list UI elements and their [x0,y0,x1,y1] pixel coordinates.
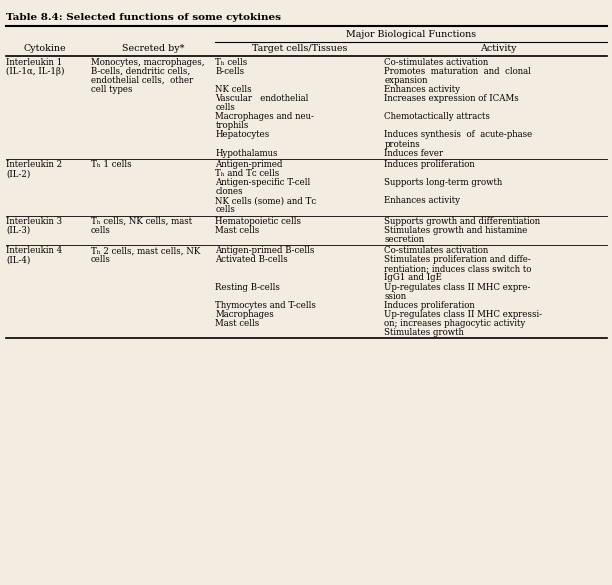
Text: cell types: cell types [91,85,132,94]
Text: Activated B-cells: Activated B-cells [215,255,288,264]
Text: ssion: ssion [384,291,406,301]
Text: Target cells/Tissues: Target cells/Tissues [252,44,348,53]
Text: Mast cells: Mast cells [215,226,259,235]
Text: Hematopoietic cells: Hematopoietic cells [215,216,302,226]
Text: Activity: Activity [480,44,517,53]
Text: Interleukin 4: Interleukin 4 [6,246,62,255]
Text: Induces proliferation: Induces proliferation [384,301,475,309]
Text: Induces fever: Induces fever [384,149,444,157]
Text: Hepatocytes: Hepatocytes [215,130,270,139]
Text: Cytokine: Cytokine [24,44,67,53]
Text: (IL-1α, IL-1β): (IL-1α, IL-1β) [6,67,65,76]
Text: Thymocytes and T-cells: Thymocytes and T-cells [215,301,316,309]
Text: cells: cells [215,205,235,214]
Text: Interleukin 1: Interleukin 1 [6,58,62,67]
Text: Tₕ 1 cells: Tₕ 1 cells [91,160,131,169]
Text: B-cells, dendritic cells,: B-cells, dendritic cells, [91,67,190,76]
Text: proteins: proteins [384,139,420,149]
Text: Promotes  maturation  and  clonal: Promotes maturation and clonal [384,67,531,76]
Text: Macrophages: Macrophages [215,309,274,319]
Text: Increases expression of ICAMs: Increases expression of ICAMs [384,94,519,103]
Text: (IL-2): (IL-2) [6,169,31,178]
Text: IgG1 and IgE: IgG1 and IgE [384,273,442,283]
Text: endothelial cells,  other: endothelial cells, other [91,76,193,85]
Text: on; increases phagocytic activity: on; increases phagocytic activity [384,319,526,328]
Text: Vascular   endothelial: Vascular endothelial [215,94,309,103]
Text: Stimulates growth: Stimulates growth [384,328,465,337]
Text: Hypothalamus: Hypothalamus [215,149,278,157]
Text: Secreted by*: Secreted by* [122,44,184,53]
Text: Up-regulates class II MHC expre-: Up-regulates class II MHC expre- [384,283,531,291]
Text: Supports long-term growth: Supports long-term growth [384,178,502,187]
Text: cells: cells [91,255,110,264]
Text: Mast cells: Mast cells [215,319,259,328]
Text: Up-regulates class II MHC expressi-: Up-regulates class II MHC expressi- [384,309,542,319]
Text: cells: cells [91,226,110,235]
Text: Induces synthesis  of  acute-phase: Induces synthesis of acute-phase [384,130,532,139]
Text: clones: clones [215,187,243,196]
Text: Tₕ 2 cells, mast cells, NK: Tₕ 2 cells, mast cells, NK [91,246,200,255]
Text: Tₕ cells: Tₕ cells [215,58,248,67]
Text: Stimulates proliferation and diffe-: Stimulates proliferation and diffe- [384,255,531,264]
Text: Interleukin 3: Interleukin 3 [6,216,62,226]
Text: Major Biological Functions: Major Biological Functions [346,30,476,39]
Text: Antigen-primed B-cells: Antigen-primed B-cells [215,246,315,255]
Text: Interleukin 2: Interleukin 2 [6,160,62,169]
Text: Antigen-primed: Antigen-primed [215,160,283,169]
Text: Table 8.4: Selected functions of some cytokines: Table 8.4: Selected functions of some cy… [6,13,281,22]
Text: Co-stimulates activation: Co-stimulates activation [384,246,488,255]
Text: B-cells: B-cells [215,67,245,76]
Text: expansion: expansion [384,76,428,85]
Text: Antigen-specific T-cell: Antigen-specific T-cell [215,178,311,187]
Text: (IL-3): (IL-3) [6,226,31,235]
Text: Tₕ and Tᴄ cells: Tₕ and Tᴄ cells [215,169,280,178]
Text: Enhances activity: Enhances activity [384,85,460,94]
Text: Macrophages and neu-: Macrophages and neu- [215,112,315,121]
Text: Supports growth and differentiation: Supports growth and differentiation [384,216,540,226]
Text: trophils: trophils [215,121,249,130]
Text: NK cells (some) and Tᴄ: NK cells (some) and Tᴄ [215,196,316,205]
Text: rentiation; induces class switch to: rentiation; induces class switch to [384,264,532,273]
Text: (IL-4): (IL-4) [6,255,31,264]
Text: cells: cells [215,103,235,112]
Text: Chemotactically attracts: Chemotactically attracts [384,112,490,121]
Text: NK cells: NK cells [215,85,252,94]
Text: Induces proliferation: Induces proliferation [384,160,475,169]
Text: Co-stimulates activation: Co-stimulates activation [384,58,488,67]
Text: Monocytes, macrophages,: Monocytes, macrophages, [91,58,204,67]
Text: secretion: secretion [384,235,425,244]
Text: Enhances activity: Enhances activity [384,196,460,205]
Text: Resting B-cells: Resting B-cells [215,283,280,291]
Text: Tₕ cells, NK cells, mast: Tₕ cells, NK cells, mast [91,216,192,226]
Text: Stimulates growth and histamine: Stimulates growth and histamine [384,226,528,235]
